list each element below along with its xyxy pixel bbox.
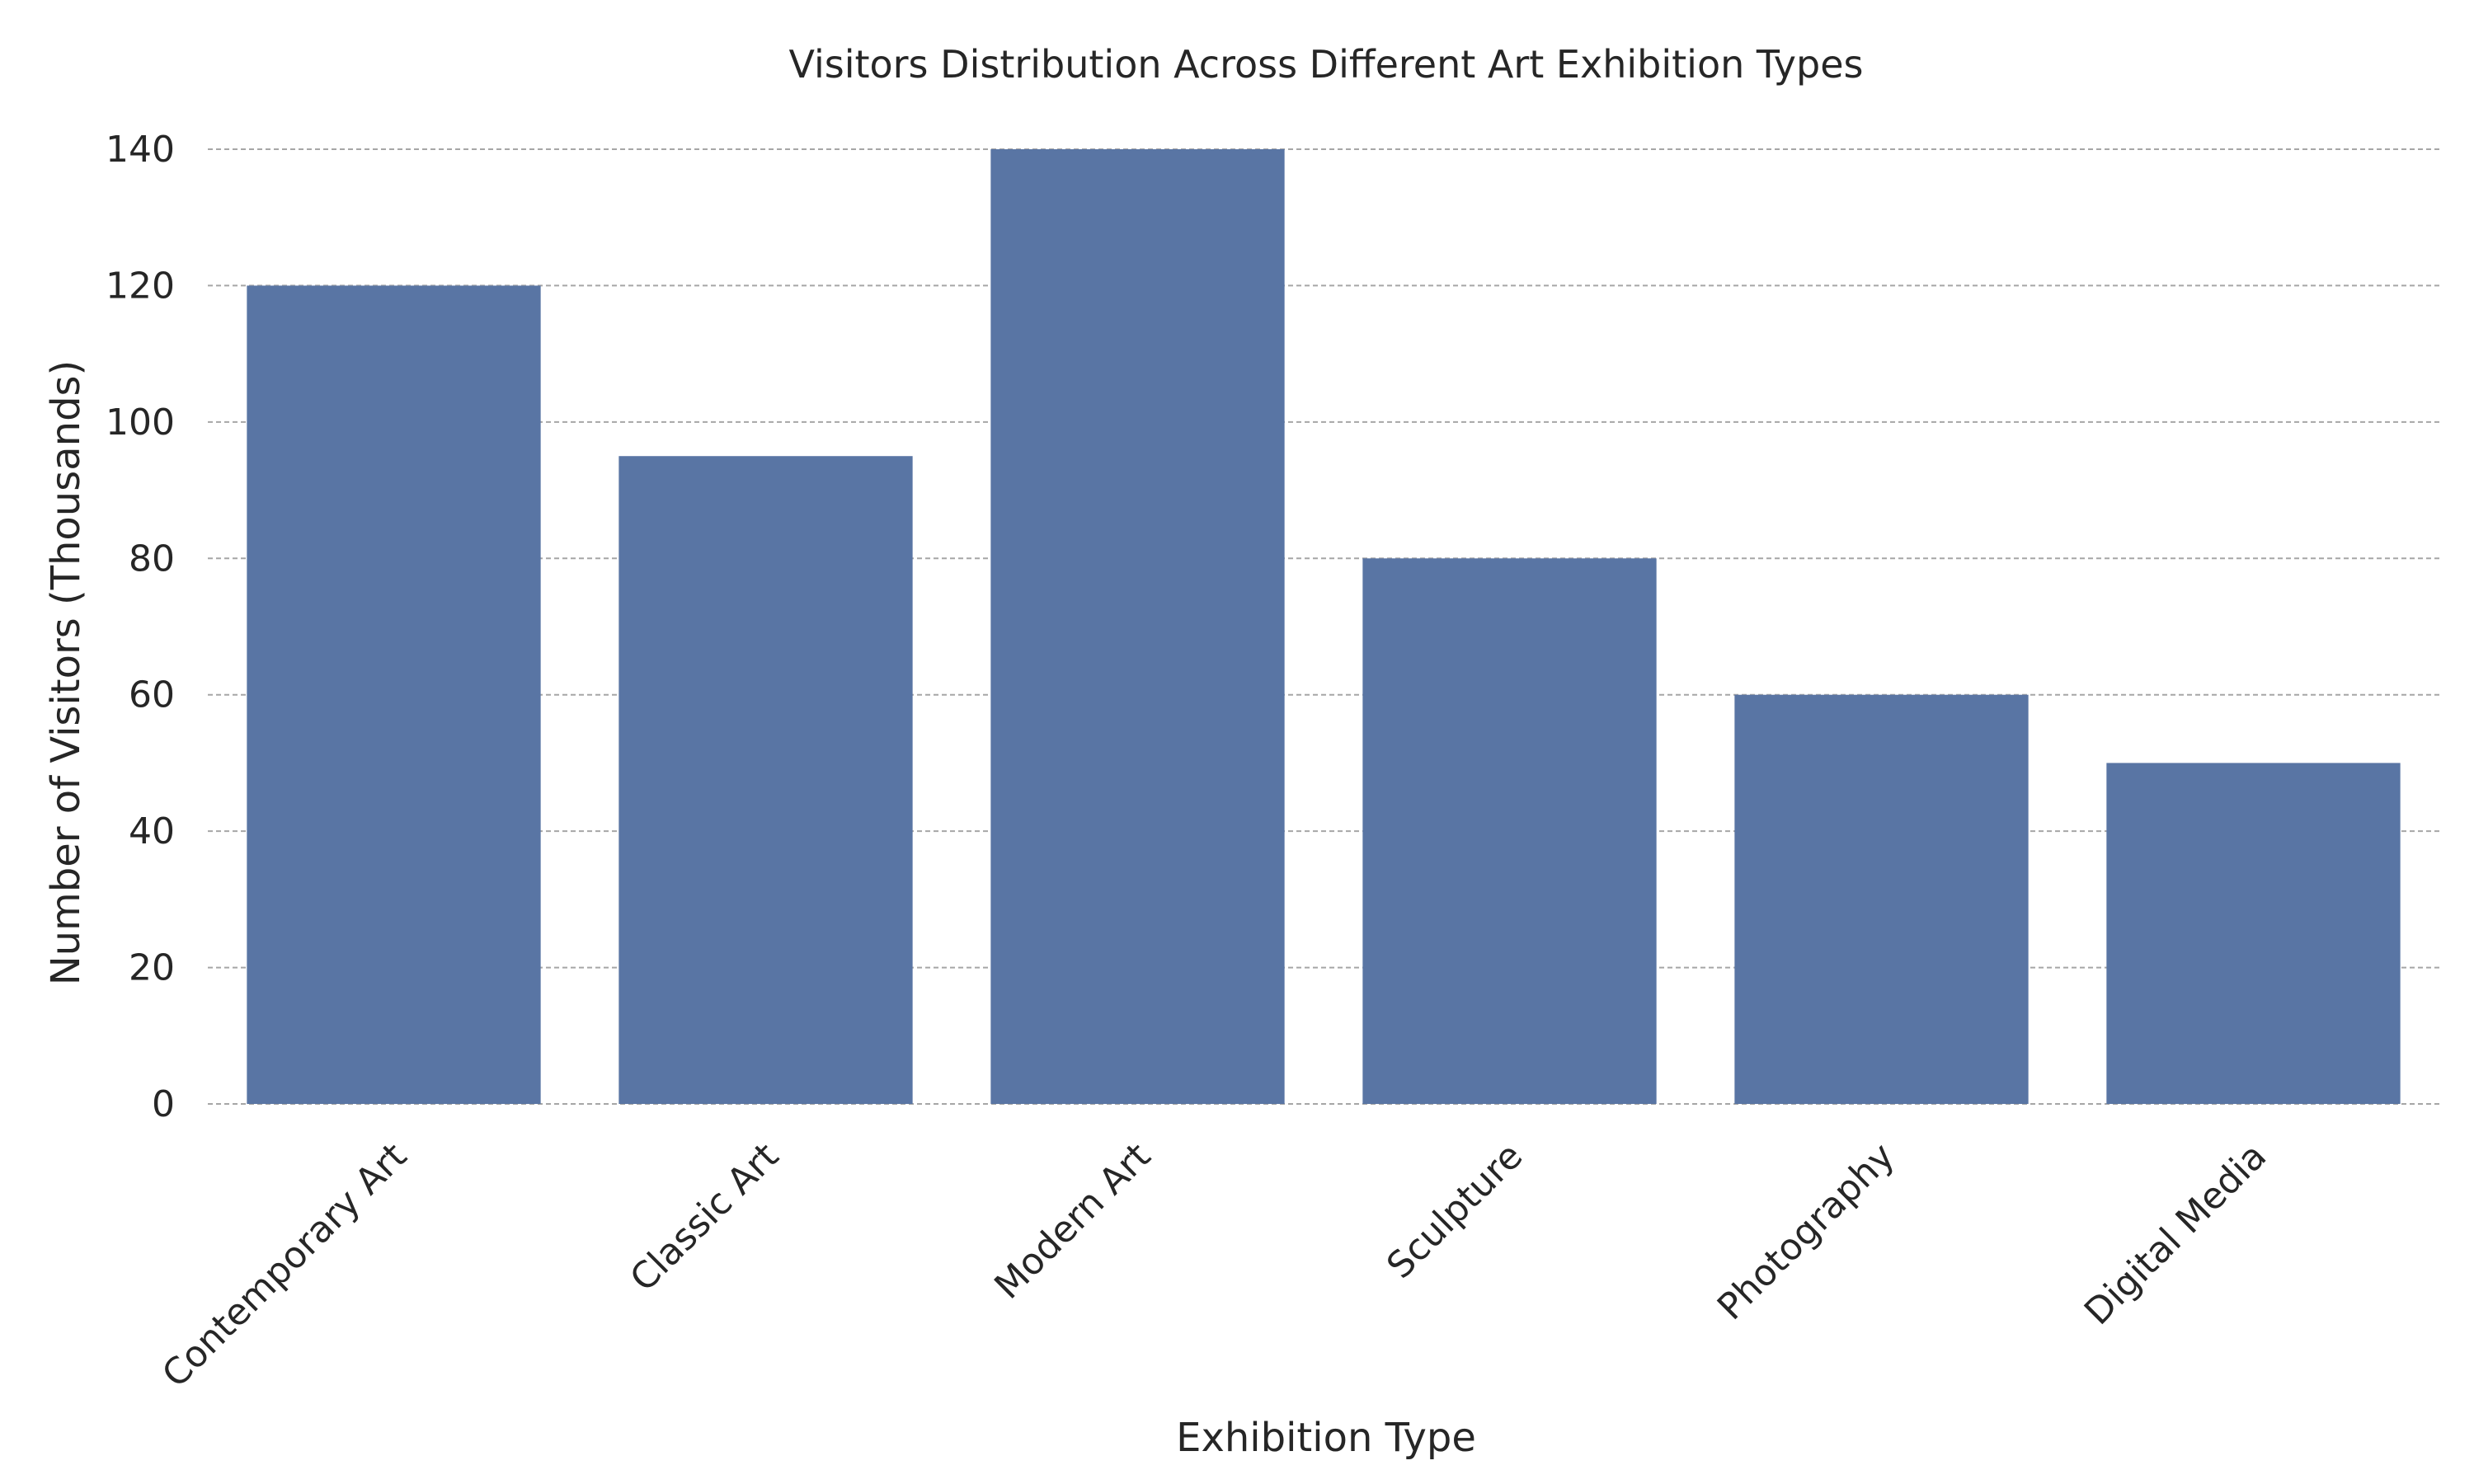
- x-tick-label: Digital Media: [2077, 1135, 2274, 1333]
- bar: [2106, 763, 2401, 1104]
- x-tick-label: Photography: [1710, 1135, 1903, 1328]
- bar: [1734, 694, 2029, 1104]
- bar: [990, 149, 1285, 1104]
- y-tick-label: 80: [129, 538, 175, 580]
- bar: [247, 285, 541, 1104]
- chart-title: Visitors Distribution Across Different A…: [788, 42, 1863, 87]
- x-tick-label: Contemporary Art: [154, 1135, 415, 1396]
- y-tick-label: 0: [152, 1083, 175, 1125]
- y-axis-ticks: 0 20 40 60 80 100 120 140: [106, 129, 175, 1125]
- bar-layer: [247, 149, 2401, 1104]
- y-tick-label: 120: [106, 265, 175, 307]
- y-tick-label: 20: [129, 947, 175, 989]
- bar: [1362, 558, 1657, 1104]
- x-tick-label: Sculpture: [1379, 1135, 1531, 1287]
- y-axis-label: Number of Visitors (Thousands): [43, 360, 89, 986]
- y-tick-label: 100: [106, 402, 175, 444]
- x-tick-label: Classic Art: [622, 1135, 787, 1300]
- bar: [618, 456, 913, 1104]
- x-axis-label: Exhibition Type: [1176, 1415, 1476, 1461]
- y-tick-label: 40: [129, 810, 175, 852]
- grid-layer: [208, 148, 2439, 1105]
- y-tick-label: 60: [129, 674, 175, 716]
- y-tick-label: 140: [106, 129, 175, 171]
- x-axis-ticks: Contemporary Art Classic Art Modern Art Scu…: [154, 1135, 2274, 1396]
- x-tick-label: Modern Art: [986, 1135, 1159, 1308]
